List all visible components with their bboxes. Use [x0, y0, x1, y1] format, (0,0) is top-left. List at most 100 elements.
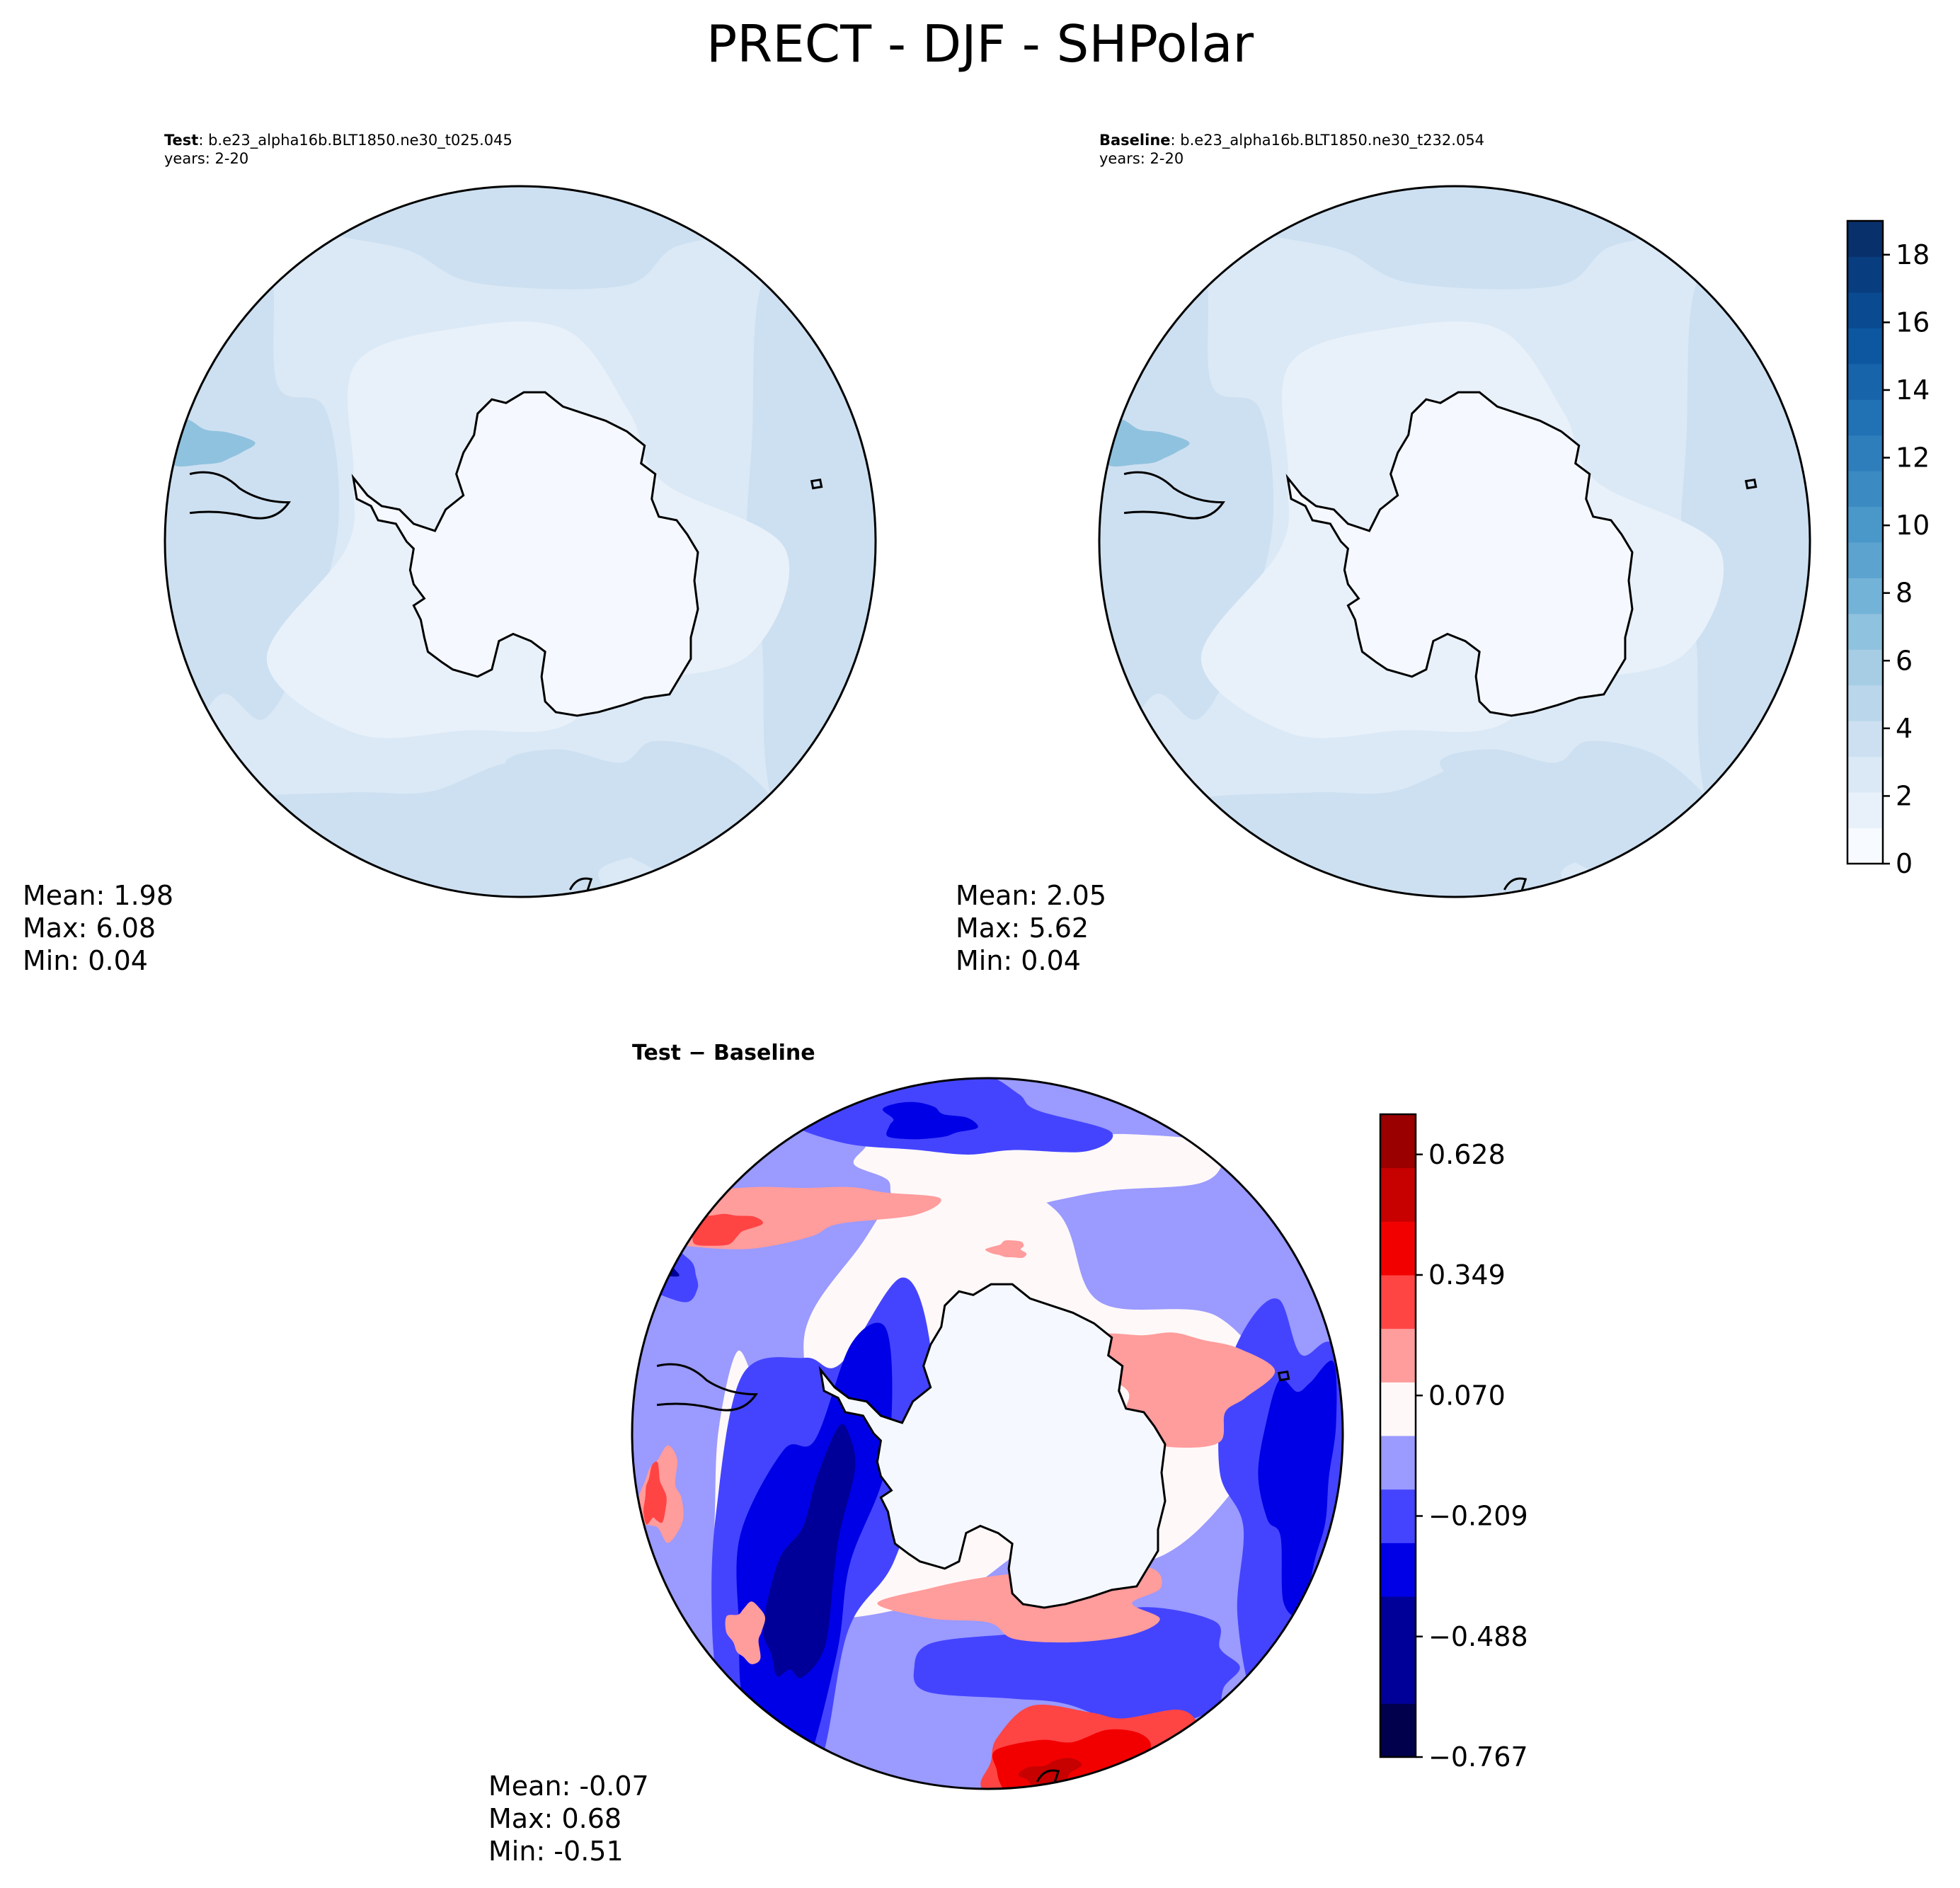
diff-contour-5 — [762, 1424, 856, 1678]
test-max: Max: 6.08 — [23, 912, 156, 944]
diff-map — [631, 1077, 1344, 1790]
baseline-map-boundary — [1098, 185, 1811, 898]
test-coast-2 — [568, 877, 593, 891]
diff-colorbar-swatch-11 — [1380, 1114, 1416, 1169]
precip-colorbar-swatch-10 — [1847, 471, 1883, 508]
precip-colorbar-tick-label-1: 2 — [1896, 780, 1913, 811]
test-label: Test — [164, 132, 199, 149]
baseline-mean: Mean: 2.05 — [956, 880, 1107, 911]
precip-colorbar-tick-label-3: 6 — [1896, 645, 1913, 676]
baseline-label: Baseline — [1099, 132, 1171, 149]
test-min: Min: 0.04 — [23, 945, 148, 976]
test-map-boundary — [164, 185, 877, 898]
precip-colorbar-swatch-6 — [1847, 613, 1883, 650]
test-mean: Mean: 1.98 — [23, 880, 174, 911]
baseline-coast-0 — [1123, 471, 1225, 520]
diff-stats: Mean: -0.07 Max: 0.68 Min: -0.51 — [488, 1770, 649, 1867]
diff-colorbar-swatch-5 — [1380, 1436, 1416, 1490]
baseline-years: years: 2-20 — [1099, 150, 1184, 167]
precip-colorbar-tick-label-9: 18 — [1896, 239, 1930, 270]
diff-colorbar-tick-label-4: 0.349 — [1428, 1259, 1506, 1291]
diff-panel-title: Test − Baseline — [632, 1041, 815, 1065]
precip-colorbar-tick-label-6: 12 — [1896, 442, 1930, 474]
diff-mean: Mean: -0.07 — [488, 1770, 649, 1802]
baseline-min: Min: 0.04 — [956, 945, 1081, 976]
test-precip-band-2 — [269, 186, 842, 290]
diff-colorbar-swatch-7 — [1380, 1328, 1416, 1383]
diff-contour-7 — [882, 1102, 978, 1140]
baseline-coast-1 — [1744, 478, 1758, 490]
precip-colorbar-tick-label-4: 8 — [1896, 578, 1913, 609]
test-stats: Mean: 1.98 Max: 6.08 Min: 0.04 — [23, 879, 173, 977]
diff-colorbar-tick-label-0: −0.767 — [1428, 1741, 1528, 1773]
precip-colorbar-swatch-2 — [1847, 756, 1883, 793]
precip-colorbar-tick-label-8: 16 — [1896, 307, 1930, 338]
precip-colorbar-swatch-16 — [1847, 256, 1883, 293]
diff-coast-0 — [656, 1363, 758, 1412]
precip-colorbar-swatch-7 — [1847, 578, 1883, 614]
diff-contour-22 — [725, 1601, 766, 1664]
baseline-precip-band-2 — [1203, 186, 1776, 290]
diff-max: Max: 0.68 — [488, 1803, 622, 1834]
baseline-stats: Mean: 2.05 Max: 5.62 Min: 0.04 — [956, 879, 1106, 977]
precip-colorbar-tick-label-7: 14 — [1896, 374, 1930, 406]
diff-coast-1 — [1277, 1370, 1290, 1382]
diff-colorbar-tick-label-1: −0.488 — [1428, 1621, 1528, 1652]
baseline-max: Max: 5.62 — [956, 912, 1089, 944]
precip-colorbar-swatch-0 — [1847, 828, 1883, 864]
diff-colorbar-swatch-10 — [1380, 1167, 1416, 1222]
precip-colorbar-swatch-17 — [1847, 221, 1883, 257]
precip-colorbar-swatch-1 — [1847, 792, 1883, 829]
test-case-name: : b.e23_alpha16b.BLT1850.ne30_t025.045 — [198, 132, 512, 149]
diff-contour-23 — [985, 1240, 1027, 1258]
diff-colorbar-tick-label-5: 0.628 — [1428, 1139, 1506, 1170]
baseline-case-name: : b.e23_alpha16b.BLT1850.ne30_t232.054 — [1170, 132, 1485, 149]
test-map — [164, 185, 877, 898]
test-coast-0 — [189, 471, 291, 520]
precip-colorbar-swatch-13 — [1847, 363, 1883, 400]
diff-contour-18 — [643, 1461, 667, 1525]
baseline-precip-band-1 — [1680, 244, 1810, 893]
test-years: years: 2-20 — [164, 150, 249, 167]
baseline-panel-title: Baseline: b.e23_alpha16b.BLT1850.ne30_t2… — [1099, 131, 1484, 168]
precip-colorbar-swatch-11 — [1847, 435, 1883, 471]
figure-title: PRECT - DJF - SHPolar — [706, 14, 1254, 74]
precip-colorbar-tick-label-0: 0 — [1896, 848, 1913, 879]
test-coast-1 — [810, 478, 823, 490]
precip-colorbar-swatch-9 — [1847, 506, 1883, 543]
baseline-coast-2 — [1503, 877, 1528, 891]
diff-map-boundary — [631, 1077, 1344, 1790]
diff-contour-10 — [913, 1607, 1240, 1728]
diff-colorbar-swatch-2 — [1380, 1596, 1416, 1651]
diff-coast-2 — [1036, 1769, 1060, 1783]
precip-colorbar-swatch-15 — [1847, 292, 1883, 328]
diff-colorbar-tick-label-3: 0.070 — [1428, 1380, 1506, 1411]
diff-contour-11 — [632, 1229, 699, 1303]
diff-colorbar-swatch-4 — [1380, 1489, 1416, 1543]
test-panel-title: Test: b.e23_alpha16b.BLT1850.ne30_t025.0… — [164, 131, 512, 168]
test-precip-band-1 — [746, 244, 876, 893]
diff-min: Min: -0.51 — [488, 1836, 624, 1867]
diff-colorbar-tick-label-2: −0.209 — [1428, 1501, 1528, 1532]
precip-colorbar-swatch-4 — [1847, 685, 1883, 721]
precip-colorbar-swatch-8 — [1847, 542, 1883, 578]
diff-colorbar-swatch-9 — [1380, 1221, 1416, 1276]
precip-colorbar-tick-label-5: 10 — [1896, 510, 1930, 541]
precip-colorbar-swatch-12 — [1847, 399, 1883, 436]
diff-colorbar-swatch-8 — [1380, 1275, 1416, 1329]
diff-colorbar: −0.767 −0.488 −0.209 0.070 0.349 0.628 — [1379, 1113, 1528, 1773]
precip-colorbar-swatch-3 — [1847, 721, 1883, 757]
precip-colorbar: 0 2 4 6 8 10 12 14 16 18 — [1846, 219, 1930, 879]
precip-colorbar-swatch-5 — [1847, 649, 1883, 686]
diff-contour-9 — [1258, 1360, 1337, 1617]
precip-colorbar-tick-label-2: 4 — [1896, 713, 1913, 744]
diff-colorbar-swatch-3 — [1380, 1543, 1416, 1597]
precip-colorbar-swatch-14 — [1847, 328, 1883, 365]
precip-colorbar-frame — [1846, 219, 1884, 865]
diff-colorbar-frame — [1379, 1113, 1417, 1758]
diff-colorbar-swatch-1 — [1380, 1649, 1416, 1704]
diff-colorbar-swatch-0 — [1380, 1703, 1416, 1758]
baseline-map — [1098, 185, 1811, 898]
diff-colorbar-swatch-6 — [1380, 1382, 1416, 1436]
